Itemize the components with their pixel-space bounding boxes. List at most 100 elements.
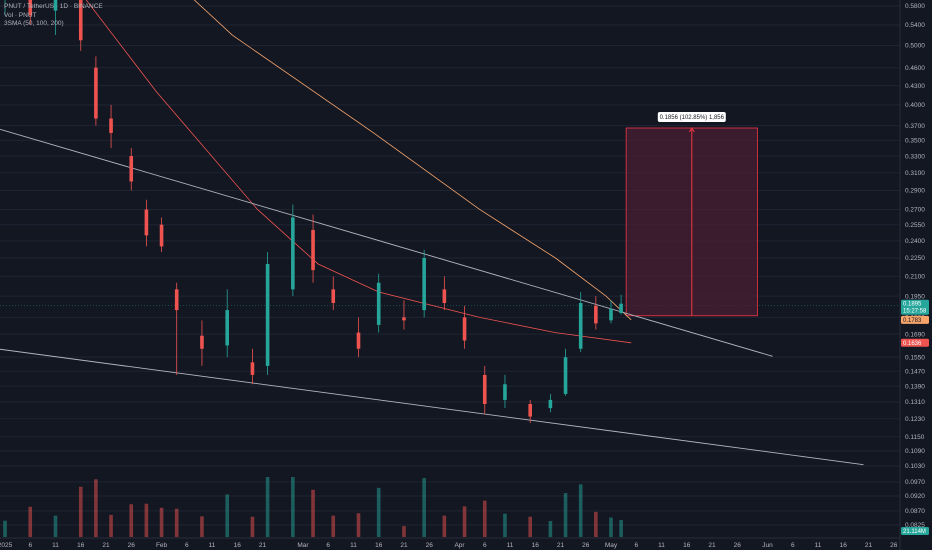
candle-body bbox=[53, 0, 58, 11]
time-tick-label: 21 bbox=[102, 542, 110, 549]
time-tick-label: Feb bbox=[156, 542, 168, 549]
price-tick-label: 0.1230 bbox=[905, 416, 925, 423]
volume-bar bbox=[129, 504, 134, 537]
time-tick-label: 26 bbox=[426, 542, 434, 549]
time-tick-label: 21 bbox=[708, 542, 716, 549]
price-tick-label: 0.2900 bbox=[905, 188, 925, 195]
measure-tool[interactable]: 0.1856 (102.85%) 1,856 bbox=[625, 112, 758, 317]
price-tick-label: 0.2550 bbox=[905, 222, 925, 229]
last-price-tag-countdown: 15:27:58 bbox=[903, 309, 927, 315]
price-tick-label: 0.1950 bbox=[905, 293, 925, 300]
price-tick-label: 0.1030 bbox=[905, 463, 925, 470]
price-tick-label: 0.1390 bbox=[905, 383, 925, 390]
candle-body bbox=[94, 67, 98, 119]
time-tick-label: 11 bbox=[507, 542, 514, 549]
price-tick-label: 0.0970 bbox=[905, 479, 925, 486]
candle-body bbox=[291, 217, 295, 290]
volume-bar bbox=[109, 514, 113, 537]
volume-bar bbox=[442, 515, 447, 537]
candle-body bbox=[462, 317, 467, 341]
candle-body bbox=[144, 209, 149, 236]
candle-body bbox=[250, 362, 255, 375]
time-tick-label: 16 bbox=[683, 542, 691, 549]
time-tick-label: 2025 bbox=[0, 542, 13, 549]
volume-bar bbox=[94, 479, 98, 537]
volume-bar bbox=[174, 508, 179, 537]
price-tick-label: 0.2100 bbox=[905, 274, 925, 281]
candle-body bbox=[174, 289, 179, 311]
volume-bar bbox=[250, 516, 255, 537]
price-tick-label: 0.1090 bbox=[905, 448, 925, 455]
volume-bar bbox=[78, 486, 83, 537]
time-tick-label: 11 bbox=[815, 542, 822, 549]
candle-body bbox=[265, 263, 270, 366]
price-tick-label: 0.1310 bbox=[905, 399, 925, 406]
time-tick-label: 11 bbox=[52, 542, 59, 549]
candle-body bbox=[200, 335, 204, 349]
candle-body bbox=[402, 317, 406, 321]
candle-body bbox=[129, 156, 134, 182]
price-tick-label: 0.4600 bbox=[905, 65, 925, 72]
volume-bar bbox=[356, 513, 361, 537]
last-price-tag: 0.1895 bbox=[903, 302, 922, 308]
sma-slow-tag-box bbox=[901, 315, 929, 324]
volume-bar bbox=[53, 515, 58, 537]
price-axis[interactable]: 0.5800 0.5400 0.5000 0.4600 0.4300 0.4000 0.37… bbox=[899, 0, 925, 550]
time-tick-label: 6 bbox=[28, 542, 32, 549]
sma-fast-tag-box bbox=[901, 338, 929, 347]
volume-bar bbox=[225, 494, 229, 537]
candle-body bbox=[331, 289, 336, 303]
volume-bar bbox=[594, 511, 598, 537]
volume-bars bbox=[3, 477, 623, 537]
volume-bar bbox=[619, 519, 623, 537]
candle-body bbox=[109, 118, 113, 133]
trendline bbox=[0, 128, 773, 357]
time-tick-label: 6 bbox=[185, 542, 189, 549]
volume-bar bbox=[28, 506, 33, 537]
time-tick-label: Apr bbox=[454, 542, 465, 549]
price-tick-label: 0.1550 bbox=[905, 354, 925, 361]
measure-label-box bbox=[657, 112, 726, 123]
legend-sma[interactable]: 3SMA (50, 100, 200) bbox=[4, 20, 64, 27]
legend-symbol[interactable]: PNUT / TetherUS · 1D · BINANCE bbox=[4, 3, 103, 10]
price-tick-label: 0.1150 bbox=[905, 434, 925, 441]
candle-body bbox=[159, 224, 164, 247]
time-tick-label: 21 bbox=[400, 542, 408, 549]
chart-legend: PNUT / TetherUS · 1D · BINANCE Vol · PNU… bbox=[4, 3, 103, 29]
legend-volume[interactable]: Vol · PNUT bbox=[4, 11, 37, 19]
last-price-tag-box bbox=[901, 299, 929, 315]
time-axis[interactable]: 2025 6 11 16 21 26 Feb 6 11 16 21 Mar 6 11 16 21 26 Apr 6 1… bbox=[0, 537, 900, 549]
time-tick-label: 11 bbox=[350, 542, 357, 549]
candle-body bbox=[563, 357, 568, 394]
volume-bar bbox=[144, 503, 149, 537]
candle-body bbox=[442, 289, 447, 303]
time-tick-label: Jun bbox=[762, 542, 773, 549]
candle-body bbox=[619, 303, 623, 313]
price-tick-label: 0.3100 bbox=[905, 170, 925, 177]
candle-body bbox=[482, 374, 487, 404]
candle-body bbox=[594, 305, 598, 324]
time-tick-label: Mar bbox=[297, 542, 309, 549]
price-tick-label: 0.3700 bbox=[905, 123, 925, 130]
measure-label: 0.1856 (102.85%) 1,856 bbox=[660, 115, 725, 121]
time-tick-label: 16 bbox=[77, 542, 85, 549]
candle-body bbox=[78, 0, 83, 41]
time-tick-label: 11 bbox=[658, 542, 665, 549]
price-tick-label: 0.0825 bbox=[905, 522, 925, 529]
volume-bar bbox=[563, 493, 568, 537]
volume-tag: 21.114M bbox=[903, 529, 926, 535]
time-tick-label: 16 bbox=[840, 542, 848, 549]
candle-body bbox=[528, 403, 532, 417]
time-tick-label: 6 bbox=[483, 542, 487, 549]
volume-bar bbox=[376, 487, 381, 537]
candle-body bbox=[376, 282, 381, 325]
price-tick-label: 0.4300 bbox=[905, 83, 925, 90]
price-tick-label: 0.0870 bbox=[905, 508, 925, 515]
price-tick-label: 0.5000 bbox=[905, 43, 925, 50]
price-tick-label: 0.3500 bbox=[905, 138, 925, 145]
time-tick-label: 21 bbox=[865, 542, 873, 549]
time-tick-label: 26 bbox=[582, 542, 590, 549]
time-tick-label: 16 bbox=[532, 542, 540, 549]
